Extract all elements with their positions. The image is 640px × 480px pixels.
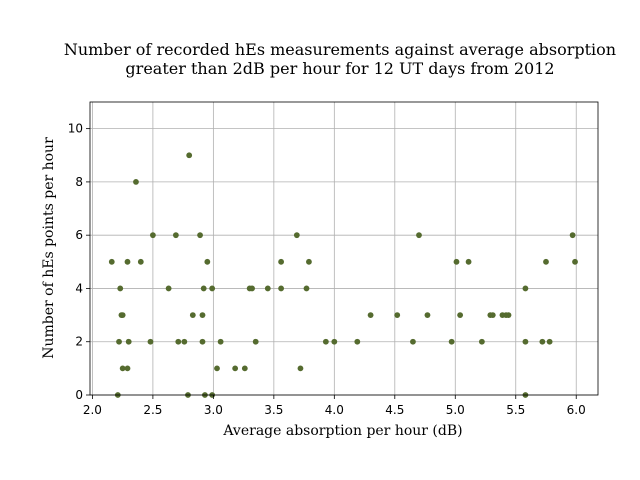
data-point [204,258,211,265]
data-point [217,338,224,345]
x-tick-label: 4.0 [325,403,344,417]
data-point [125,338,132,345]
data-point [116,338,122,345]
data-point [489,312,496,318]
data-point [572,258,578,265]
data-point [424,312,431,318]
data-point [569,232,576,239]
data-point [322,338,329,345]
data-point [465,258,472,265]
y-tick-label: 4 [75,281,83,295]
data-point [189,312,196,318]
data-point [124,365,131,372]
data-point [181,338,188,345]
data-point [457,312,464,318]
data-point [546,338,553,345]
data-point [394,312,401,318]
data-point [293,232,300,239]
x-tick-label: 3.0 [204,403,223,417]
data-point [522,338,529,345]
data-point [505,312,512,318]
data-point [297,365,304,372]
data-point [117,285,124,292]
data-point [331,338,338,345]
y-tick-label: 10 [68,122,83,136]
data-point [175,338,182,345]
chart-title-line-1: Number of recorded hEs measurements agai… [64,40,616,59]
data-point [354,338,361,345]
plot-frame [89,101,599,396]
data-points [108,152,578,398]
data-point [232,365,239,372]
y-tick-label: 2 [75,335,83,349]
y-tick-label: 6 [75,228,83,242]
grid-lines [90,102,598,396]
data-point [522,285,529,292]
data-point [539,338,546,345]
data-point [133,179,139,185]
data-point [149,232,156,239]
x-tick-label: 2.5 [143,403,162,417]
data-point [410,338,416,345]
data-point [278,285,285,292]
data-point [214,365,220,372]
data-point [119,312,126,318]
y-tick-label: 8 [75,175,83,189]
data-point [278,258,285,265]
data-point [249,285,255,292]
data-point [209,285,216,292]
data-point [543,258,549,265]
x-axis-ticks: 2.0 2.5 3.0 3.5 4.0 4.5 5.0 5.5 6.0 [83,395,586,417]
data-point [108,258,115,265]
data-point [306,258,312,265]
data-point [264,285,271,292]
x-tick-label: 5.0 [446,403,465,417]
data-point [165,285,172,292]
data-point [367,312,374,318]
data-point [147,338,154,345]
x-axis-label: Average absorption per hour (dB) [222,423,462,439]
x-tick-label: 6.0 [567,403,586,417]
data-point [252,338,259,345]
y-axis-label: Number of hEs points per hour [41,137,57,359]
data-point [303,285,310,292]
x-tick-label: 2.0 [83,403,102,417]
x-tick-label: 5.5 [506,403,525,417]
chart-title-line-2: greater than 2dB per hour for 12 UT days… [125,59,554,78]
y-tick-label: 0 [75,388,83,402]
data-point [453,258,460,265]
data-point [200,285,207,292]
data-point [448,338,455,345]
data-point [197,232,203,239]
data-point [199,338,206,345]
data-point [241,365,248,372]
data-point [137,258,144,265]
data-point [186,152,193,159]
data-point [199,312,206,318]
data-point [124,258,131,265]
data-point [478,338,485,345]
data-point [416,232,422,239]
x-tick-label: 3.5 [264,403,283,417]
data-point [119,365,126,372]
data-point [172,232,179,239]
y-axis-ticks: 0 2 4 6 8 10 [68,122,90,402]
x-tick-label: 4.5 [385,403,404,417]
